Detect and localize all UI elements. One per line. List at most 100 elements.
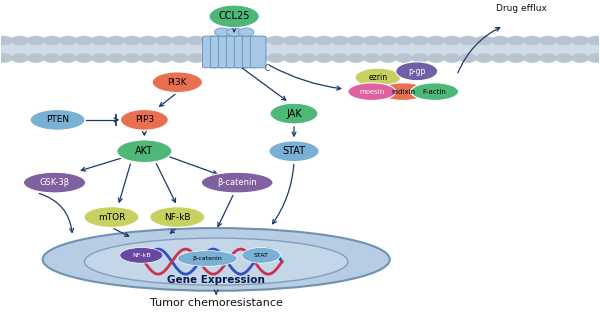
Circle shape bbox=[226, 28, 242, 36]
FancyBboxPatch shape bbox=[250, 36, 266, 68]
Text: NF-kB: NF-kB bbox=[132, 253, 151, 258]
Ellipse shape bbox=[269, 141, 319, 162]
Circle shape bbox=[204, 37, 220, 45]
Text: PTEN: PTEN bbox=[46, 115, 69, 124]
Bar bbox=[1, 37, 599, 61]
Circle shape bbox=[364, 37, 380, 45]
Ellipse shape bbox=[120, 248, 163, 263]
Circle shape bbox=[28, 54, 44, 62]
Circle shape bbox=[108, 54, 124, 62]
Text: PI3K: PI3K bbox=[167, 78, 187, 87]
Circle shape bbox=[412, 54, 428, 62]
Text: mTOR: mTOR bbox=[98, 213, 125, 221]
FancyArrowPatch shape bbox=[232, 28, 236, 32]
Circle shape bbox=[92, 37, 107, 45]
Circle shape bbox=[0, 54, 11, 62]
Circle shape bbox=[252, 54, 268, 62]
FancyArrowPatch shape bbox=[170, 157, 217, 175]
Circle shape bbox=[412, 37, 428, 45]
Circle shape bbox=[556, 37, 572, 45]
Circle shape bbox=[60, 54, 76, 62]
Circle shape bbox=[60, 37, 76, 45]
Circle shape bbox=[268, 54, 284, 62]
Ellipse shape bbox=[348, 83, 396, 100]
Ellipse shape bbox=[177, 251, 237, 266]
Circle shape bbox=[236, 54, 252, 62]
Circle shape bbox=[172, 37, 188, 45]
Circle shape bbox=[332, 54, 348, 62]
Circle shape bbox=[92, 54, 107, 62]
Circle shape bbox=[460, 54, 476, 62]
FancyArrowPatch shape bbox=[170, 229, 175, 233]
Circle shape bbox=[268, 37, 284, 45]
FancyArrowPatch shape bbox=[292, 127, 296, 136]
Ellipse shape bbox=[209, 5, 259, 28]
Circle shape bbox=[140, 54, 155, 62]
Circle shape bbox=[238, 28, 254, 36]
Circle shape bbox=[493, 54, 508, 62]
Circle shape bbox=[332, 37, 348, 45]
Ellipse shape bbox=[411, 83, 458, 100]
Text: Gene Expression: Gene Expression bbox=[167, 275, 265, 285]
Circle shape bbox=[76, 54, 92, 62]
Ellipse shape bbox=[43, 228, 390, 291]
Ellipse shape bbox=[379, 83, 427, 100]
Circle shape bbox=[252, 37, 268, 45]
Ellipse shape bbox=[201, 172, 273, 193]
Circle shape bbox=[12, 37, 28, 45]
Circle shape bbox=[476, 54, 492, 62]
FancyArrowPatch shape bbox=[272, 164, 294, 224]
Circle shape bbox=[300, 37, 316, 45]
Ellipse shape bbox=[23, 172, 86, 193]
Circle shape bbox=[380, 54, 396, 62]
FancyBboxPatch shape bbox=[218, 36, 234, 68]
Circle shape bbox=[284, 54, 300, 62]
Circle shape bbox=[493, 37, 508, 45]
Circle shape bbox=[220, 37, 236, 45]
Ellipse shape bbox=[150, 207, 205, 227]
Ellipse shape bbox=[85, 238, 348, 285]
Circle shape bbox=[348, 54, 364, 62]
FancyArrowPatch shape bbox=[114, 118, 118, 122]
Circle shape bbox=[541, 37, 556, 45]
Text: AKT: AKT bbox=[135, 146, 154, 156]
FancyArrowPatch shape bbox=[114, 229, 128, 236]
FancyArrowPatch shape bbox=[269, 66, 341, 90]
Circle shape bbox=[44, 37, 59, 45]
Circle shape bbox=[572, 54, 588, 62]
Circle shape bbox=[380, 37, 396, 45]
FancyArrowPatch shape bbox=[39, 193, 74, 232]
Circle shape bbox=[214, 28, 230, 36]
Text: p-gp: p-gp bbox=[408, 67, 425, 76]
Text: PIP3: PIP3 bbox=[135, 115, 154, 124]
Circle shape bbox=[364, 54, 380, 62]
FancyArrowPatch shape bbox=[82, 158, 121, 171]
Circle shape bbox=[188, 37, 203, 45]
Circle shape bbox=[236, 37, 252, 45]
FancyBboxPatch shape bbox=[226, 36, 242, 68]
Ellipse shape bbox=[117, 140, 172, 163]
Circle shape bbox=[541, 54, 556, 62]
Ellipse shape bbox=[30, 110, 85, 130]
Ellipse shape bbox=[242, 248, 280, 263]
Circle shape bbox=[140, 37, 155, 45]
Circle shape bbox=[572, 37, 588, 45]
Circle shape bbox=[108, 37, 124, 45]
FancyArrowPatch shape bbox=[118, 164, 130, 202]
Circle shape bbox=[589, 54, 600, 62]
FancyArrowPatch shape bbox=[142, 131, 146, 135]
Text: JAK: JAK bbox=[286, 109, 302, 118]
Text: moesin: moesin bbox=[359, 89, 385, 94]
Circle shape bbox=[220, 54, 236, 62]
Text: GSK-3β: GSK-3β bbox=[40, 178, 70, 187]
Circle shape bbox=[156, 54, 172, 62]
Text: Drug efflux: Drug efflux bbox=[496, 4, 547, 13]
Circle shape bbox=[428, 37, 444, 45]
Circle shape bbox=[445, 37, 460, 45]
FancyArrowPatch shape bbox=[218, 195, 233, 226]
Circle shape bbox=[44, 54, 59, 62]
Text: F-actin: F-actin bbox=[423, 89, 446, 94]
Circle shape bbox=[556, 54, 572, 62]
Text: β-catenin: β-catenin bbox=[217, 178, 257, 187]
Circle shape bbox=[156, 37, 172, 45]
